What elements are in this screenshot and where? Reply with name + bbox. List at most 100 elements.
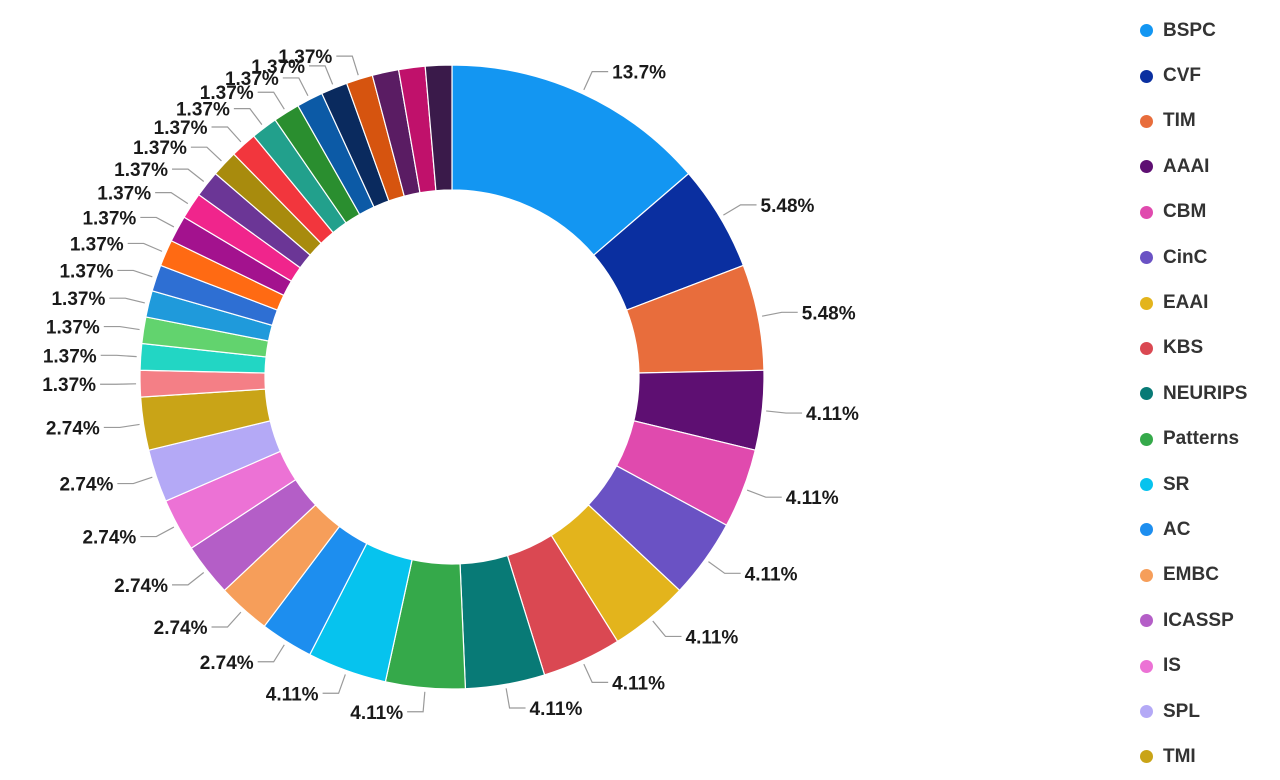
leader-line — [762, 312, 798, 316]
legend-swatch — [1140, 251, 1153, 264]
donut-slices — [140, 65, 764, 689]
data-label: 4.11% — [350, 703, 403, 724]
leader-line — [708, 562, 740, 574]
legend-item-tmi: TMI — [1140, 734, 1280, 779]
data-label: 4.11% — [806, 404, 859, 425]
legend-label: BSPC — [1163, 20, 1216, 42]
legend-label: TIM — [1163, 110, 1196, 132]
legend-label: EMBC — [1163, 564, 1219, 586]
legend-item-aaai: AAAI — [1140, 144, 1280, 189]
data-label: 1.37% — [154, 118, 208, 139]
legend-label: ICASSP — [1163, 610, 1234, 632]
leader-line — [258, 92, 285, 109]
legend-swatch — [1140, 160, 1153, 173]
legend-item-cbm: CBM — [1140, 190, 1280, 235]
legend-item-icassp: ICASSP — [1140, 598, 1280, 643]
data-label: 4.11% — [612, 673, 665, 694]
data-label: 4.11% — [266, 684, 319, 705]
leader-line — [140, 527, 174, 536]
leader-line — [212, 127, 241, 142]
legend-item-eaai: EAAI — [1140, 280, 1280, 325]
leader-line — [407, 692, 425, 712]
legend-swatch — [1140, 523, 1153, 536]
leader-line — [104, 327, 140, 330]
legend-label: Patterns — [1163, 428, 1239, 450]
legend-label: SR — [1163, 474, 1189, 496]
legend-swatch — [1140, 70, 1153, 83]
data-label: 1.37% — [42, 375, 96, 396]
leader-line — [140, 217, 174, 226]
leader-line — [336, 56, 358, 75]
leader-line — [309, 66, 333, 85]
data-label: 1.37% — [43, 346, 97, 367]
leader-line — [258, 645, 285, 662]
data-label: 2.74% — [154, 618, 208, 639]
leader-line — [101, 355, 137, 356]
data-label: 1.37% — [97, 184, 151, 205]
data-label: 2.74% — [46, 418, 100, 439]
leader-line — [172, 573, 204, 585]
leader-line — [172, 169, 204, 181]
data-label: 1.37% — [133, 138, 187, 159]
legend-swatch — [1140, 433, 1153, 446]
legend-item-kbs: KBS — [1140, 326, 1280, 371]
legend-swatch — [1140, 614, 1153, 627]
legend-item-patterns: Patterns — [1140, 417, 1280, 462]
legend-swatch — [1140, 660, 1153, 673]
leader-line — [747, 490, 782, 497]
leader-line — [104, 424, 140, 427]
donut-chart: 13.7%5.48%5.48%4.11%4.11%4.11%4.11%4.11%… — [0, 0, 1130, 771]
leader-line — [323, 674, 346, 693]
leader-line — [128, 243, 162, 251]
legend-item-spl: SPL — [1140, 689, 1280, 734]
data-label: 2.74% — [59, 475, 113, 496]
chart-legend: BSPC CVF TIM AAAI CBM CinC EAAI KBS NEURIPS Patte… — [1140, 8, 1280, 780]
data-label: 4.11% — [530, 699, 583, 720]
leader-line — [117, 270, 152, 276]
legend-label: CBM — [1163, 201, 1206, 223]
leader-line — [155, 193, 188, 204]
leader-line — [723, 205, 756, 215]
data-label: 1.37% — [70, 234, 124, 255]
legend-label: CVF — [1163, 65, 1201, 87]
leader-line — [191, 147, 222, 161]
leader-line — [584, 664, 608, 682]
legend-swatch — [1140, 297, 1153, 310]
data-label: 5.48% — [761, 196, 815, 217]
leader-line — [766, 411, 802, 413]
legend-label: AC — [1163, 519, 1190, 541]
data-label: 2.74% — [82, 528, 136, 549]
leader-line — [283, 78, 308, 96]
data-label: 1.37% — [114, 160, 168, 181]
data-label: 1.37% — [278, 47, 332, 68]
leader-line — [234, 109, 262, 125]
leader-line — [109, 298, 144, 303]
legend-swatch — [1140, 569, 1153, 582]
data-label: 4.11% — [786, 488, 839, 509]
leader-line — [212, 612, 241, 627]
legend-label: NEURIPS — [1163, 383, 1247, 405]
legend-swatch — [1140, 115, 1153, 128]
legend-item-sr: SR — [1140, 462, 1280, 507]
data-label: 2.74% — [200, 653, 254, 674]
legend-swatch — [1140, 387, 1153, 400]
legend-swatch — [1140, 342, 1153, 355]
data-label: 2.74% — [114, 576, 168, 597]
legend-label: AAAI — [1163, 156, 1209, 178]
data-label: 5.48% — [802, 303, 856, 324]
legend-label: EAAI — [1163, 292, 1208, 314]
legend-label: TMI — [1163, 746, 1196, 768]
legend-swatch — [1140, 478, 1153, 491]
legend-swatch — [1140, 24, 1153, 37]
legend-item-cvf: CVF — [1140, 53, 1280, 98]
legend-item-is: IS — [1140, 643, 1280, 688]
leader-line — [117, 477, 152, 483]
legend-label: SPL — [1163, 701, 1200, 723]
legend-item-bspc: BSPC — [1140, 8, 1280, 53]
legend-item-cinc: CinC — [1140, 235, 1280, 280]
data-label: 4.11% — [686, 627, 739, 648]
data-label: 1.37% — [82, 208, 136, 229]
data-label: 1.37% — [51, 289, 105, 310]
legend-swatch — [1140, 206, 1153, 219]
leader-line — [653, 621, 682, 636]
